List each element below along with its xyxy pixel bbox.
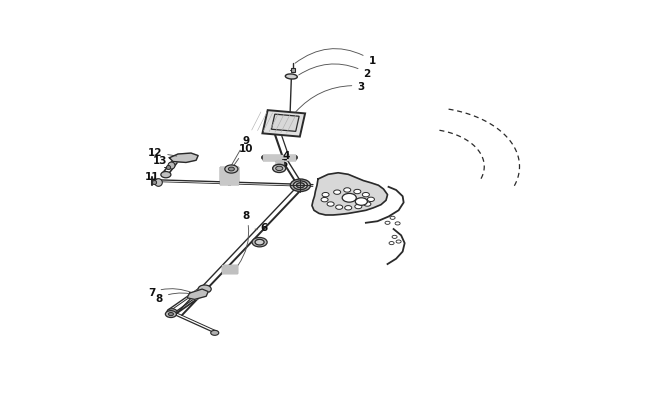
Circle shape (291, 179, 311, 192)
Text: 10: 10 (233, 144, 253, 167)
Circle shape (392, 236, 397, 239)
Ellipse shape (285, 75, 297, 80)
Circle shape (198, 285, 211, 293)
Polygon shape (272, 115, 299, 132)
Text: 4: 4 (283, 150, 290, 160)
Circle shape (356, 198, 367, 206)
Text: 6: 6 (255, 223, 267, 233)
Circle shape (296, 183, 304, 188)
Circle shape (252, 238, 267, 247)
Circle shape (321, 198, 328, 202)
Circle shape (367, 198, 374, 202)
Polygon shape (222, 266, 237, 273)
Text: 13: 13 (153, 155, 171, 166)
Circle shape (355, 205, 362, 209)
Text: 9: 9 (232, 136, 250, 165)
Circle shape (165, 311, 176, 318)
Text: 8: 8 (156, 293, 197, 303)
Circle shape (168, 313, 174, 316)
Circle shape (255, 240, 264, 245)
Text: 2: 2 (299, 65, 370, 79)
Polygon shape (187, 289, 208, 300)
Circle shape (327, 202, 334, 207)
Circle shape (344, 206, 352, 211)
Polygon shape (228, 168, 239, 185)
Circle shape (389, 242, 394, 245)
Text: 5: 5 (280, 159, 287, 169)
Circle shape (364, 202, 371, 207)
Circle shape (395, 222, 400, 226)
Circle shape (211, 330, 219, 335)
Polygon shape (170, 153, 198, 163)
Circle shape (276, 167, 283, 171)
Circle shape (273, 165, 286, 173)
Polygon shape (220, 168, 230, 185)
Polygon shape (263, 111, 305, 137)
Circle shape (342, 194, 356, 202)
Polygon shape (276, 160, 283, 167)
Text: 3: 3 (296, 82, 365, 113)
Circle shape (335, 205, 343, 210)
Circle shape (396, 241, 401, 243)
Text: 11: 11 (145, 171, 160, 181)
Circle shape (354, 190, 361, 194)
Text: 12: 12 (148, 148, 177, 158)
Text: 8: 8 (238, 211, 250, 266)
Text: 1: 1 (295, 49, 376, 66)
Circle shape (333, 190, 341, 195)
Circle shape (362, 193, 369, 197)
Circle shape (161, 172, 171, 178)
Circle shape (385, 222, 390, 225)
Circle shape (344, 188, 351, 193)
Circle shape (390, 217, 395, 220)
Text: 7: 7 (148, 288, 192, 297)
Circle shape (228, 168, 235, 171)
Circle shape (322, 193, 329, 197)
Circle shape (293, 181, 307, 190)
Circle shape (167, 309, 177, 315)
Polygon shape (312, 173, 387, 215)
Polygon shape (263, 155, 295, 160)
Circle shape (225, 166, 238, 174)
